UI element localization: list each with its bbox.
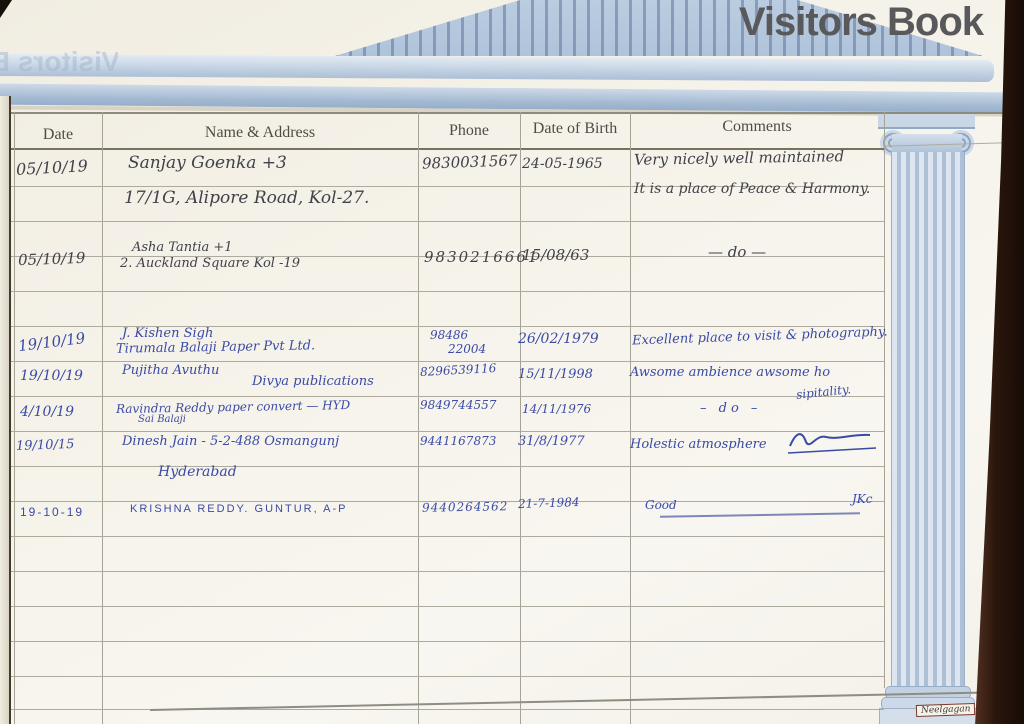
entry-initials: JKc (852, 492, 873, 506)
entry-dob: 14/11/1976 (522, 402, 592, 416)
header-name-address: Name & Address (204, 124, 316, 141)
page-title: Visitors Book (738, 0, 984, 44)
entry-comment-line2: sipitality. (795, 382, 852, 402)
entry-comment: Very nicely well maintained (633, 147, 845, 169)
ruled-line (10, 396, 884, 397)
ruled-line (10, 641, 884, 642)
col-line-comments (884, 112, 885, 688)
entry-name: Dinesh Jain - 5-2-488 Osmangunj (122, 434, 340, 449)
column-capital (878, 114, 975, 129)
entry-address: 2. Auckland Square Kol -19 (120, 256, 300, 271)
page-gutter (0, 96, 11, 724)
col-line-phone (520, 112, 521, 724)
entry-name: KRISHNA REDDY. GUNTUR, A-P (130, 503, 348, 515)
entry-comment: Holestic atmosphere (630, 437, 767, 452)
entry-dob: 15/11/1998 (518, 367, 593, 382)
ruled-line (10, 501, 884, 502)
entry-dob: 24-05-1965 (522, 156, 603, 172)
table-top-line (8, 112, 1008, 114)
entry-phone: 9830031567 (421, 151, 518, 173)
col-line-date (102, 112, 103, 724)
entry-dob: 31/8/1977 (518, 434, 585, 449)
entry-address: Tirumala Balaji Paper Pvt Ltd. (115, 338, 316, 357)
entry-date: 05/10/19 (17, 248, 86, 270)
ruled-line (10, 256, 884, 257)
entry-company: Divya publications (252, 374, 374, 389)
entry-date: 19/10/15 (15, 436, 75, 455)
entry-dob: 26/02/1979 (518, 331, 599, 347)
entry-name: Sanjay Goenka +3 (128, 153, 287, 173)
brand-stamp: Neelgagan (915, 702, 976, 718)
ruled-line (10, 221, 884, 222)
entry-phone: 9440264562 (421, 499, 509, 515)
ruled-line (10, 186, 884, 187)
entry-date: 19-10-19 (20, 505, 85, 519)
entry-phone: 8296539116 (419, 361, 497, 379)
header-bottom-line (8, 148, 884, 150)
ghost-title-mirrored: Visitors Book (0, 46, 118, 77)
pen-stroke (660, 512, 860, 518)
ruled-line (10, 571, 884, 572)
entry-comment: It is a place of Peace & Harmony. (634, 181, 871, 197)
entry-phone: 9441167873 (420, 434, 497, 448)
header-comments: Comments (722, 118, 792, 135)
signature-scribble (787, 433, 877, 454)
ruled-line (10, 326, 884, 327)
scan-corner-top-left (0, 0, 12, 18)
ruled-line (10, 431, 884, 432)
entry-address: Hyderabad (158, 464, 237, 480)
entry-date: 19/10/19 (20, 368, 83, 384)
entry-comment: — do — (708, 243, 767, 261)
col-line-no (14, 112, 15, 724)
entry-phone-line2: 22004 (448, 342, 487, 356)
entry-address: 17/1G, Alipore Road, Kol-27. (124, 188, 370, 208)
ruled-line (10, 291, 884, 292)
col-line-dob (630, 112, 631, 724)
ruled-line (10, 676, 884, 677)
entry-phone: 9830216661 (424, 248, 540, 266)
entry-comment: Good (645, 498, 677, 512)
entry-name-insert: Sai Balaji (138, 414, 186, 425)
entry-dob: 15/08/63 (522, 246, 590, 264)
entry-dob: 21-7-1984 (517, 494, 580, 512)
entry-name: J. Kishen Sigh (122, 326, 214, 341)
entry-comment: Awsome ambience awsome ho (630, 365, 831, 380)
column-shaft (891, 152, 965, 688)
entry-name: Asha Tantia +1 (132, 240, 233, 255)
ruled-line (10, 536, 884, 537)
entry-comment: Excellent place to visit & photography. (631, 324, 888, 349)
entry-comment: – do – (700, 401, 762, 416)
ruled-line (10, 361, 884, 362)
entry-date: 4/10/19 (20, 404, 74, 420)
entry-phone: 9849744557 (420, 398, 497, 412)
entry-phone: 98486 (430, 328, 469, 342)
header-date-of-birth: Date of Birth (532, 120, 618, 137)
ruled-line (10, 709, 884, 710)
entry-name: Pujitha Avuthu (122, 363, 220, 378)
entablature-band-upper (0, 53, 995, 83)
entry-date: 19/10/19 (17, 328, 87, 356)
col-line-name (418, 112, 419, 724)
header-phone: Phone (449, 122, 489, 139)
entry-date: 05/10/19 (15, 156, 89, 179)
ruled-line (10, 606, 884, 607)
ruled-line (10, 466, 884, 467)
header-date: Date (42, 126, 74, 143)
